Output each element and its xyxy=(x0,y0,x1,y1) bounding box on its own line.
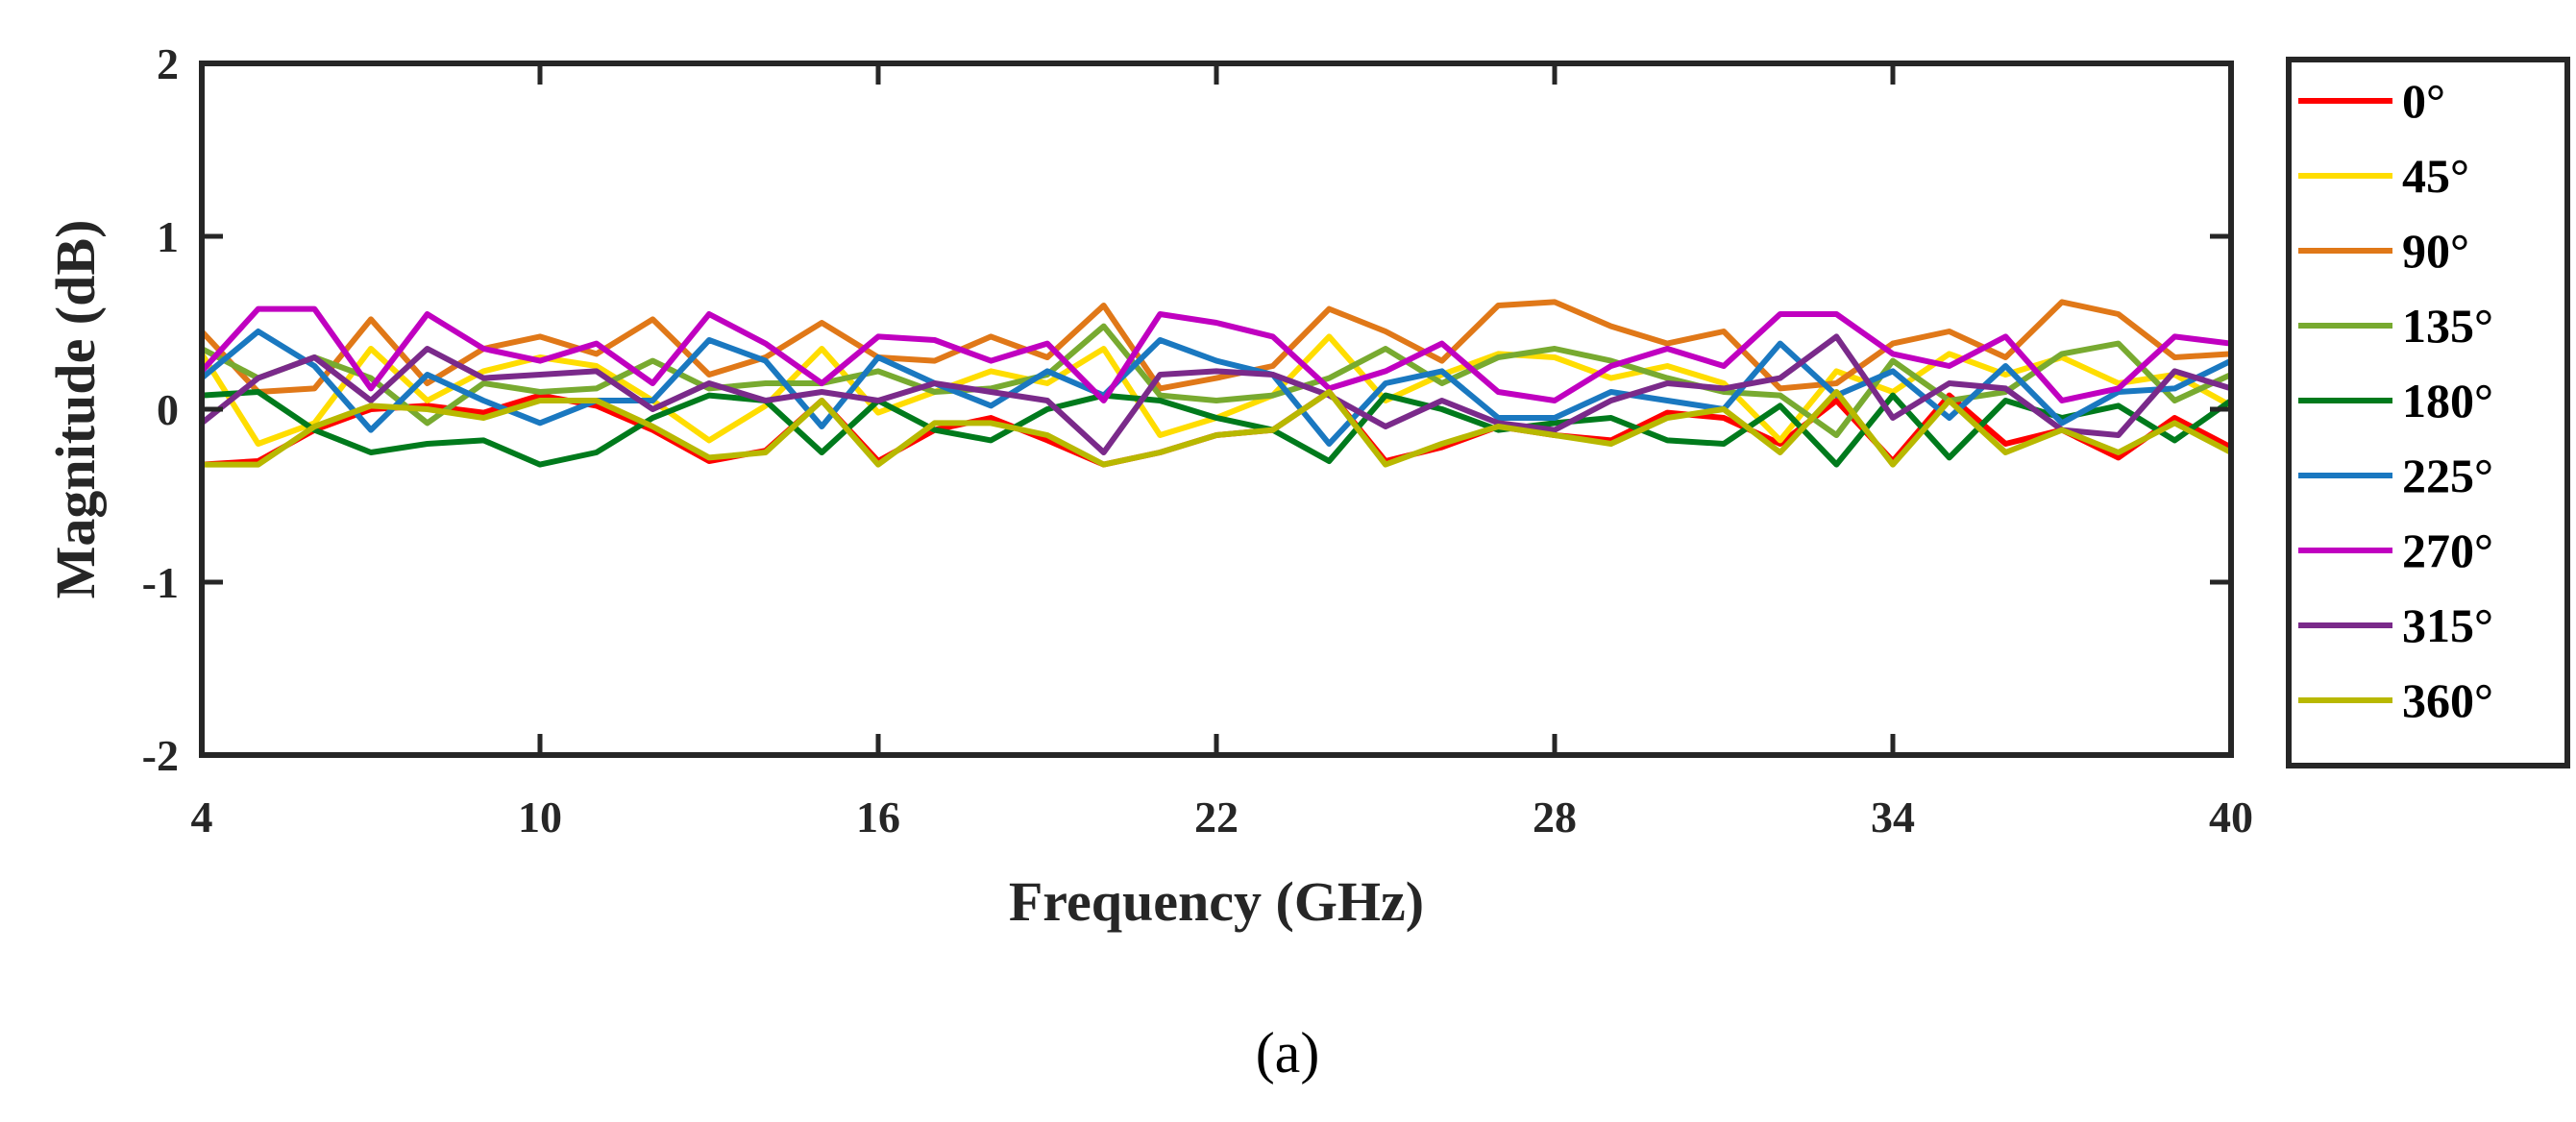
legend-item-6: 270° xyxy=(2298,524,2493,577)
legend-label: 270° xyxy=(2402,524,2493,577)
legend-label: 360° xyxy=(2402,673,2493,727)
x-tick-label: 22 xyxy=(1194,793,1239,842)
x-tick-label: 40 xyxy=(2209,793,2253,842)
legend-label: 0° xyxy=(2402,74,2445,128)
series-line-5 xyxy=(202,329,2231,447)
series-line-2 xyxy=(202,299,2231,395)
x-tick-label: 10 xyxy=(518,793,562,842)
series-line-6 xyxy=(202,305,2231,403)
series-line-4 xyxy=(202,389,2231,468)
legend-label: 225° xyxy=(2402,449,2493,502)
legend-item-3: 135° xyxy=(2298,299,2493,353)
x-tick-label: 16 xyxy=(856,793,900,842)
y-tick-label: -1 xyxy=(142,558,179,607)
series-layer xyxy=(202,299,2231,468)
legend-label: 45° xyxy=(2402,149,2469,203)
legend-item-5: 225° xyxy=(2298,449,2493,502)
legend-label: 180° xyxy=(2402,374,2493,427)
ticklabel-layer: 4 10 16 22 28 34 40 -2 -1 0 1 2 xyxy=(142,39,2253,842)
legend-label: 135° xyxy=(2402,299,2493,353)
plot-area xyxy=(202,63,2231,755)
series-line-3 xyxy=(202,323,2231,438)
y-tick-label: 1 xyxy=(157,212,179,261)
ticks-layer xyxy=(199,61,2234,758)
legend-label: 90° xyxy=(2402,224,2469,278)
legend-item-0: 0° xyxy=(2298,74,2445,128)
x-tick-label: 34 xyxy=(1871,793,1915,842)
series-line-8 xyxy=(202,389,2231,468)
y-tick-label: 0 xyxy=(157,385,179,434)
legend-item-8: 360° xyxy=(2298,673,2493,727)
legend-label: 315° xyxy=(2402,598,2493,652)
legend-item-1: 45° xyxy=(2298,149,2469,203)
y-tick-label: 2 xyxy=(157,39,179,88)
x-tick-label: 4 xyxy=(191,793,213,842)
legend-item-7: 315° xyxy=(2298,598,2493,652)
legend: 0° 45° 90° 135° 180° 225° 270° 315° 360° xyxy=(2298,74,2493,727)
x-tick-label: 28 xyxy=(1533,793,1577,842)
y-tick-label: -2 xyxy=(142,731,179,780)
y-axis-title: Magnitude (dB) xyxy=(44,220,107,599)
legend-item-4: 180° xyxy=(2298,374,2493,427)
x-axis-title: Frequency (GHz) xyxy=(1009,870,1424,933)
series-line-7 xyxy=(202,333,2231,455)
figure-caption: (a) xyxy=(1256,1021,1320,1085)
legend-item-2: 90° xyxy=(2298,224,2469,278)
